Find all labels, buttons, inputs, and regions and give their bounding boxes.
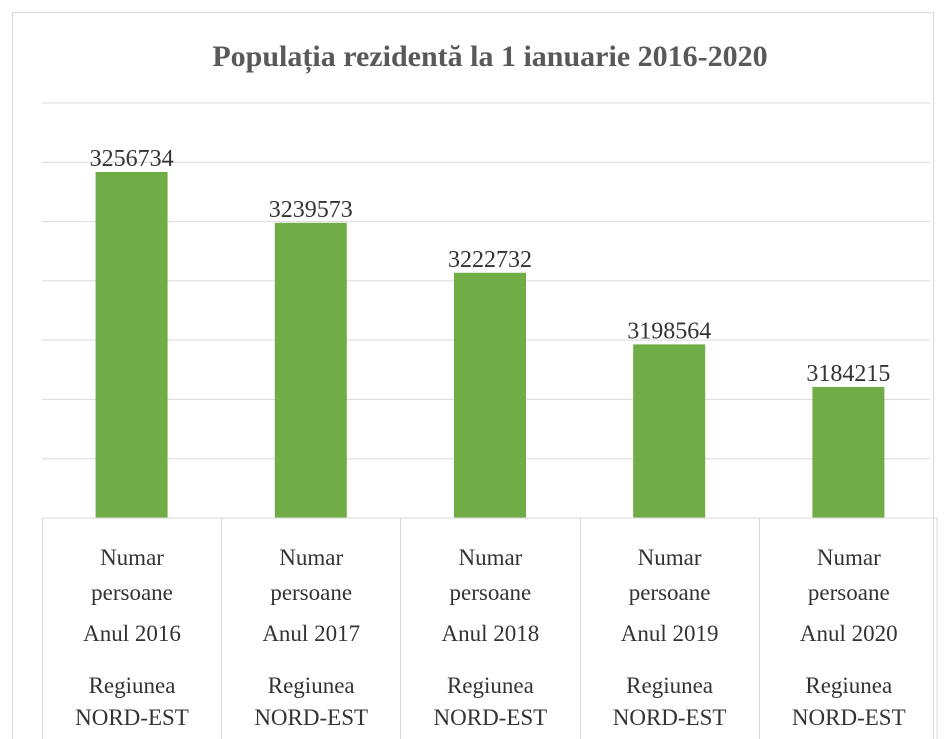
chart-frame [12, 12, 934, 739]
category-label: Anul 2020 [799, 621, 898, 646]
bar [95, 171, 168, 518]
data-label: 3198564 [627, 318, 711, 344]
category-label: Regiunea NORD-EST [254, 673, 369, 730]
category-label: Regiunea NORD-EST [612, 673, 727, 730]
category-label: Regiunea NORD-EST [75, 673, 189, 730]
data-label: 3222732 [448, 247, 532, 273]
category-label: Numar persoane [807, 545, 890, 605]
category-cell: Numar persoane Anul 2018 Regiunea NORD-EST [400, 518, 579, 739]
data-label: 3184215 [806, 361, 890, 387]
category-cell: Numar persoane Anul 2016 Regiunea NORD-EST [42, 518, 221, 739]
bar [633, 344, 706, 518]
category-label: Anul 2017 [262, 621, 361, 646]
bar [274, 222, 347, 519]
bar [454, 272, 526, 518]
category-label: Anul 2016 [83, 621, 181, 646]
category-label: Anul 2018 [441, 621, 540, 646]
category-cell: Numar persoane Anul 2020 Regiunea NORD-EST [758, 518, 938, 739]
category-cell: Numar persoane Anul 2017 Regiunea NORD-EST [221, 518, 400, 739]
category-label: Regiunea NORD-EST [791, 673, 906, 730]
category-label: Numar persoane [270, 545, 353, 605]
category-label: Numar persoane [449, 545, 532, 605]
data-label: 3256734 [90, 146, 174, 172]
category-label: Numar persoane [628, 545, 711, 605]
category-label: Anul 2019 [620, 621, 719, 646]
category-label: Regiunea NORD-EST [433, 673, 548, 730]
bar [812, 386, 885, 518]
category-label: Numar persoane [91, 545, 173, 605]
chart-title: Populația rezidentă la 1 ianuarie 2016-2… [212, 40, 767, 74]
data-label: 3239573 [269, 197, 353, 223]
category-cell: Numar persoane Anul 2019 Regiunea NORD-EST [579, 518, 759, 739]
